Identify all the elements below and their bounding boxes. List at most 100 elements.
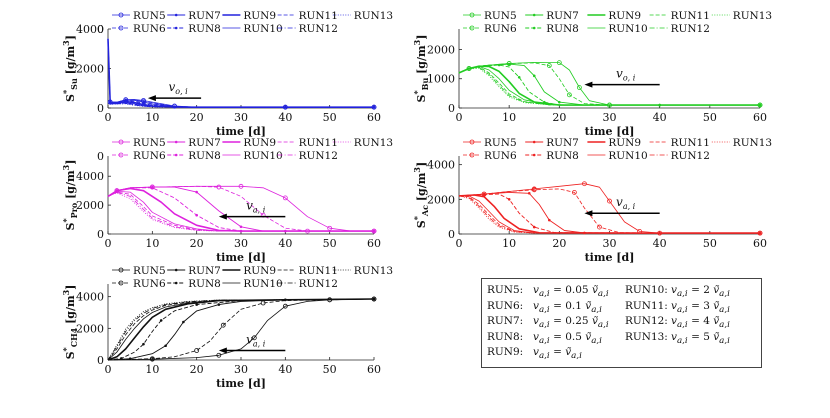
- marker-run7: [532, 74, 536, 78]
- legend-marker: [174, 268, 178, 272]
- legend-marker: [174, 153, 178, 157]
- legend-label-run11: RUN11: [671, 10, 710, 22]
- marker-run7: [507, 62, 511, 66]
- run-def-row: RUN10: va,i = 2 ṽa,i: [625, 284, 730, 300]
- legend-marker: [469, 25, 475, 31]
- y-label-unit-end: ]: [64, 285, 77, 290]
- annotation-sub: a, i: [253, 206, 266, 215]
- legend-label-run7: RUN7: [188, 265, 221, 277]
- marker-run8: [159, 319, 163, 322]
- marker-run5: [251, 335, 257, 341]
- legend-label-run6: RUN6: [133, 150, 166, 162]
- marker-run5: [238, 183, 244, 189]
- x-tick-label: 30: [603, 111, 617, 124]
- legend-label-run5: RUN5: [133, 265, 166, 277]
- x-axis-label: time [d]: [585, 251, 635, 264]
- y-tick-label: 4000: [76, 291, 104, 304]
- legend-label-run8: RUN8: [546, 23, 579, 35]
- marker-run6: [566, 92, 572, 98]
- legend-label-run5: RUN5: [484, 10, 517, 22]
- y-label-unit-end: ]: [415, 162, 428, 167]
- x-tick-label: 50: [703, 111, 717, 124]
- marker-run5: [607, 198, 612, 204]
- marker-run8: [517, 75, 521, 79]
- legend-label-run6: RUN6: [133, 278, 166, 290]
- marker-run7: [548, 218, 551, 222]
- y-axis-label: S*Su [g/m3]: [61, 35, 79, 102]
- series-line-run11: [458, 66, 760, 106]
- annotation-arrow-head: [218, 347, 227, 354]
- annotation-arrow-head: [584, 210, 593, 217]
- legend-label-run12: RUN12: [299, 23, 338, 35]
- annotation-label: vo, i: [616, 67, 636, 83]
- marker-run6: [194, 348, 200, 353]
- legend-label-run5: RUN5: [133, 10, 166, 22]
- y-label-sup: *: [412, 90, 422, 95]
- legend-label-run6: RUN6: [484, 23, 517, 35]
- y-label-unit: [g/m: [415, 45, 428, 78]
- series-line-run11: [107, 191, 374, 232]
- series-line-run12: [107, 191, 374, 232]
- marker-run5: [216, 352, 222, 358]
- series-line-run10: [107, 190, 374, 232]
- x-tick-label: 60: [367, 363, 381, 376]
- legend-label-run5: RUN5: [484, 137, 517, 149]
- marker-run7: [195, 190, 198, 194]
- x-tick-label: 60: [753, 111, 767, 124]
- marker-run7: [239, 225, 243, 229]
- y-axis-label: S*Pro [g/m3]: [61, 160, 79, 231]
- x-tick-label: 10: [145, 111, 159, 124]
- y-label-unit: [g/m: [64, 45, 77, 78]
- y-label-main: S: [415, 94, 428, 102]
- y-tick-label: 4000: [76, 170, 104, 183]
- legend-marker: [118, 267, 124, 273]
- marker-run8: [151, 186, 154, 190]
- legend-label-run6: RUN6: [133, 23, 166, 35]
- y-tick-label: 0: [448, 228, 455, 241]
- legend-marker: [118, 139, 124, 145]
- annotation-v: v: [616, 67, 623, 81]
- legend-label-run9: RUN9: [608, 137, 641, 149]
- y-tick-label: 0: [97, 102, 104, 115]
- annotation-label: va, i: [616, 195, 636, 211]
- series-line-run5: [458, 183, 760, 234]
- marker-run8: [497, 63, 501, 67]
- y-label-unit: [g/m: [415, 172, 428, 205]
- marker-run6: [506, 61, 512, 66]
- y-label-main: S: [64, 351, 77, 359]
- x-tick-label: 60: [367, 111, 381, 124]
- series-line-run13: [458, 67, 760, 106]
- x-tick-label: 20: [552, 237, 566, 250]
- legend-marker: [174, 140, 178, 144]
- x-tick-label: 0: [456, 111, 463, 124]
- legend-label-run10: RUN10: [243, 278, 282, 290]
- panel-middle-left: 0 10 20 30 40 50 60 0 2000 4000 0 time [d] S*Pro [g/…: [61, 137, 393, 264]
- x-tick-label: 30: [234, 111, 248, 124]
- marker-run5: [556, 60, 562, 66]
- y-label-sup: *: [61, 346, 71, 351]
- marker-run6: [597, 224, 602, 230]
- y-tick-label: 0: [97, 23, 104, 36]
- y-axis-label: S*CH4 [g/m3]: [61, 285, 79, 360]
- run-def-row: RUN9: va,i = ṽa,i: [487, 346, 582, 362]
- y-label-unit-sup: 3: [61, 164, 71, 170]
- annotation-v: v: [246, 199, 253, 213]
- y-label-unit: [g/m: [64, 295, 77, 328]
- y-axis-label: S*Ac [g/m3]: [412, 162, 430, 228]
- run-def-row: RUN5: va,i = 0.05 ṽa,i: [487, 284, 609, 300]
- marker-run8: [482, 193, 486, 196]
- annotation-sub: a, i: [253, 340, 266, 349]
- y-label-sub: Pro: [69, 202, 79, 218]
- x-tick-label: 0: [456, 237, 463, 250]
- y-label-main: S: [415, 220, 428, 228]
- annotation-label: va, i: [246, 333, 266, 349]
- y-label-sub: Su: [69, 78, 79, 90]
- legend-label-run7: RUN7: [188, 10, 221, 22]
- marker-run8: [195, 303, 198, 306]
- series-line-run12: [107, 38, 374, 108]
- legend-marker: [118, 12, 124, 18]
- marker-run8: [120, 357, 123, 360]
- marker-run6: [220, 322, 226, 328]
- marker-run5: [327, 225, 333, 231]
